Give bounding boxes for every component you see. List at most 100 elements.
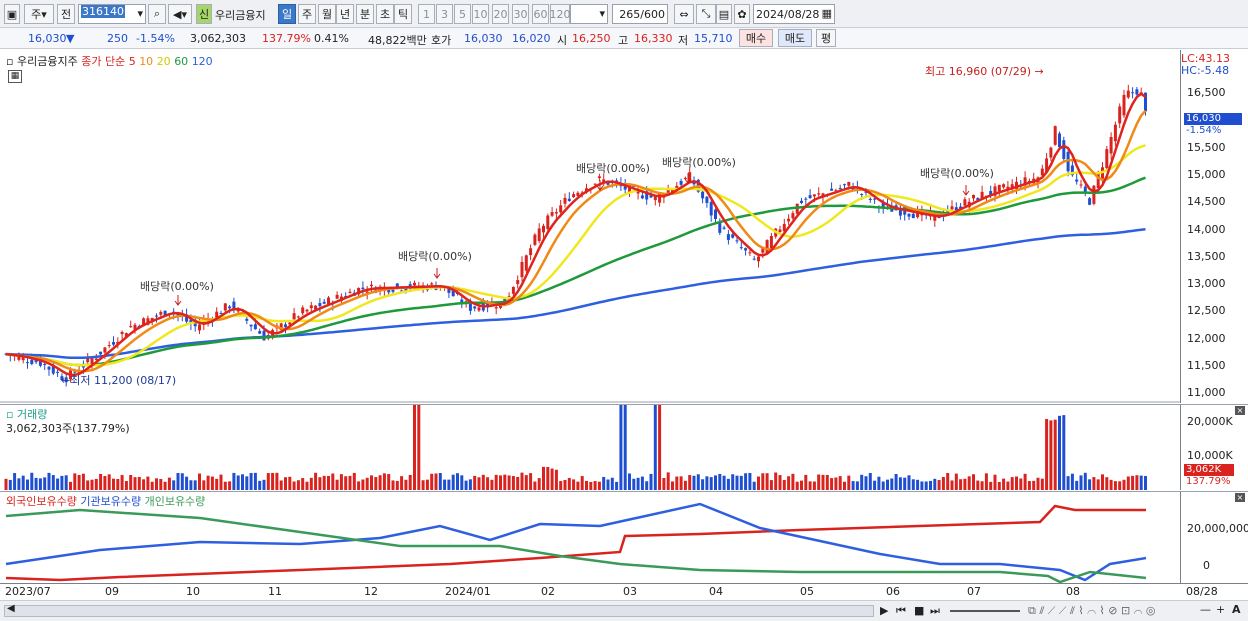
market-select[interactable]: 주 ▾: [24, 4, 54, 24]
scroll-track[interactable]: ◀: [4, 603, 874, 617]
count-total: /600: [640, 8, 665, 21]
volume-bar: [593, 481, 597, 490]
volume-bar: [838, 476, 842, 490]
minus-icon[interactable]: —: [1200, 603, 1211, 616]
save-icon[interactable]: ▤: [716, 4, 732, 24]
interval-button-3[interactable]: 10: [472, 4, 489, 24]
table-icon[interactable]: ▦: [8, 70, 22, 83]
speaker-icon[interactable]: ◀▾: [168, 4, 192, 24]
candle-body: [253, 324, 257, 330]
interval-button-4[interactable]: 20: [492, 4, 509, 24]
interval-button-2[interactable]: 5: [454, 4, 471, 24]
interval-button-7[interactable]: 120: [550, 4, 571, 24]
volume-bar: [933, 478, 937, 490]
candle-body: [1118, 106, 1122, 124]
volume-bar: [365, 477, 369, 490]
eval-button[interactable]: 평: [816, 29, 836, 47]
interval-button-1[interactable]: 3: [436, 4, 453, 24]
down-arrow-icon: ▼: [66, 32, 75, 45]
line-tool-icon[interactable]: ⤡: [696, 4, 716, 24]
period-tab-6[interactable]: 틱: [394, 4, 412, 24]
font-icon[interactable]: A: [1232, 603, 1241, 616]
candle-body: [468, 302, 472, 311]
price-tick: 14,000: [1187, 222, 1226, 236]
volume-bar: [232, 472, 236, 490]
rewind-icon[interactable]: ⏮: [896, 604, 906, 617]
close-icon[interactable]: ×: [1235, 406, 1245, 415]
volume-bar: [524, 475, 528, 490]
calendar-icon[interactable]: ▦: [821, 7, 832, 20]
ma60-line: [5, 176, 1146, 367]
candle-body: [997, 184, 1001, 192]
buy-button[interactable]: 매수: [739, 29, 773, 47]
stop-icon[interactable]: ■: [914, 604, 925, 617]
legend-institution: 기관보유수량: [80, 495, 142, 508]
candle-body: [103, 347, 107, 353]
volume-bar: [860, 474, 864, 490]
zoom-slider[interactable]: [950, 610, 1020, 612]
scroll-right-icon[interactable]: ▶: [880, 604, 889, 617]
scroll-left-icon[interactable]: ◀: [7, 603, 15, 614]
search-icon[interactable]: ⌕: [148, 4, 166, 24]
candle-body: [1015, 181, 1018, 189]
volume-bar: [47, 472, 51, 490]
volume-bar: [843, 481, 846, 490]
date-input[interactable]: 2024/08/28 ▦: [753, 4, 835, 24]
candle-body: [223, 303, 227, 311]
blank-select[interactable]: ▾: [570, 4, 608, 24]
forward-icon[interactable]: ⏭: [930, 604, 940, 617]
candle-body: [1126, 90, 1130, 98]
drawing-tools-icon[interactable]: ⧉ ⫽ ⟋ ⟋ ⫽ ⌇ ⌒ ⌇ ⊘ ⊡ ⌒ ◎: [1028, 604, 1156, 617]
candle-body: [1079, 184, 1083, 186]
volume-bar: [632, 478, 636, 490]
dropdown-icon[interactable]: ▾: [137, 7, 143, 20]
interval-button-0[interactable]: 1: [418, 4, 435, 24]
candle-body: [60, 376, 64, 381]
period-tab-3[interactable]: 년: [336, 4, 354, 24]
candle-body: [77, 370, 81, 374]
volume-bar: [292, 481, 296, 490]
volume-bar: [137, 476, 141, 490]
new-badge[interactable]: 신: [196, 4, 212, 24]
candle-body: [972, 194, 975, 199]
candle-body: [1023, 177, 1027, 186]
count-input[interactable]: 265/600: [612, 4, 668, 24]
zoom-icon[interactable]: ⇔: [674, 4, 694, 24]
volume-bar: [1075, 480, 1079, 490]
gear-icon[interactable]: ✿: [734, 4, 750, 24]
candle-body: [322, 301, 326, 304]
prev-button[interactable]: 전: [57, 4, 75, 24]
candle-body: [163, 310, 167, 317]
period-tab-2[interactable]: 월: [318, 4, 336, 24]
code-input[interactable]: 316140 ▾: [78, 4, 146, 24]
code-value: 316140: [81, 5, 125, 18]
period-tab-5[interactable]: 초: [376, 4, 394, 24]
plus-icon[interactable]: +: [1216, 603, 1226, 616]
period-tab-4[interactable]: 분: [356, 4, 374, 24]
volume-bar: [206, 475, 210, 490]
volume-title-text: 거래량: [16, 408, 48, 421]
volume-tag-pct: 137.79%: [1186, 476, 1231, 487]
close-icon[interactable]: ×: [1235, 493, 1245, 502]
candle-body: [739, 247, 743, 249]
candle-body: [718, 222, 722, 233]
candle-body: [451, 290, 455, 297]
candle-body: [124, 333, 128, 338]
volume-bar: [645, 481, 649, 490]
period-tab-0[interactable]: 일: [278, 4, 296, 24]
sell-button[interactable]: 매도: [778, 29, 812, 47]
scroll-bar: ◀ ▶ ⏮ ■ ⏭ ⧉ ⫽ ⟋ ⟋ ⫽ ⌇ ⌒ ⌇ ⊘ ⊡ ⌒ ◎ — + A: [0, 600, 1248, 621]
volume-bar: [309, 477, 313, 490]
candle-body: [21, 356, 25, 361]
period-tab-1[interactable]: 주: [298, 4, 316, 24]
interval-button-5[interactable]: 30: [512, 4, 529, 24]
layout-icon[interactable]: ▣: [4, 4, 20, 24]
interval-button-6[interactable]: 60: [532, 4, 549, 24]
volume-bar: [133, 477, 137, 490]
volume-bar: [847, 475, 851, 490]
volume-bar: [997, 481, 1001, 490]
volume-bar: [1144, 476, 1147, 490]
candle-body: [348, 291, 352, 294]
open-label: 시: [557, 34, 568, 47]
volume-bar: [56, 478, 60, 490]
